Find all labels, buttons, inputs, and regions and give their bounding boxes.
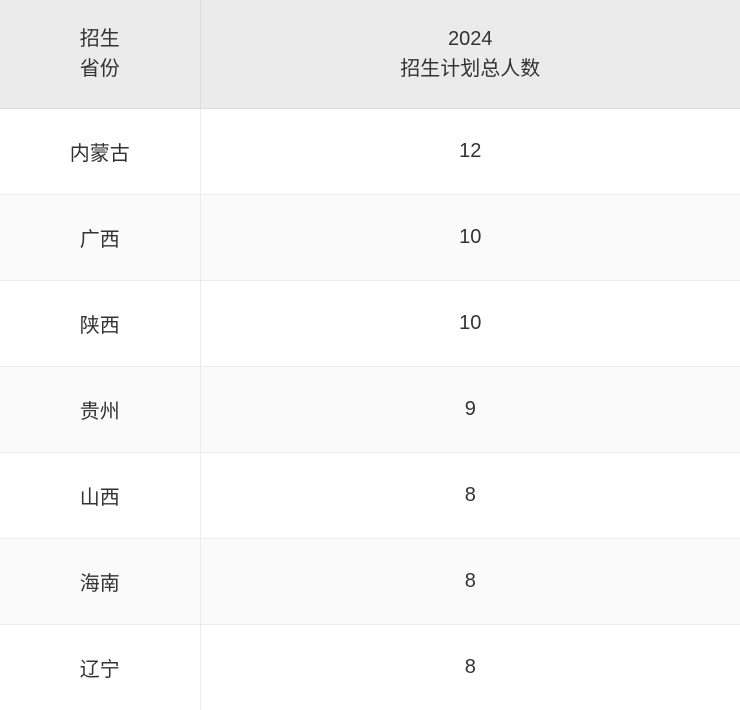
cell-count: 10: [200, 281, 740, 367]
table-row: 广西 10: [0, 195, 740, 281]
cell-province: 山西: [0, 453, 200, 539]
col-header-count-line2: 招生计划总人数: [400, 58, 540, 80]
cell-province: 广西: [0, 195, 200, 281]
table-row: 辽宁 8: [0, 625, 740, 710]
table-header-row: 招生 省份 2024 招生计划总人数: [0, 0, 740, 109]
table-row: 山西 8: [0, 453, 740, 539]
enrollment-table: 招生 省份 2024 招生计划总人数 内蒙古 12 广西 10 陕西 10 贵州…: [0, 0, 740, 710]
cell-count: 8: [200, 453, 740, 539]
cell-count: 10: [200, 195, 740, 281]
cell-province: 陕西: [0, 281, 200, 367]
col-header-count-line1: 2024: [448, 28, 493, 50]
table-row: 内蒙古 12: [0, 109, 740, 195]
cell-province: 贵州: [0, 367, 200, 453]
cell-count: 12: [200, 109, 740, 195]
table-row: 贵州 9: [0, 367, 740, 453]
cell-province: 海南: [0, 539, 200, 625]
cell-province: 辽宁: [0, 625, 200, 710]
col-header-province-line2: 省份: [80, 58, 120, 80]
cell-count: 8: [200, 625, 740, 710]
table-row: 陕西 10: [0, 281, 740, 367]
col-header-province-line1: 招生: [80, 28, 120, 50]
cell-count: 8: [200, 539, 740, 625]
table-row: 海南 8: [0, 539, 740, 625]
cell-province: 内蒙古: [0, 109, 200, 195]
col-header-province: 招生 省份: [0, 0, 200, 109]
col-header-count: 2024 招生计划总人数: [200, 0, 740, 109]
cell-count: 9: [200, 367, 740, 453]
